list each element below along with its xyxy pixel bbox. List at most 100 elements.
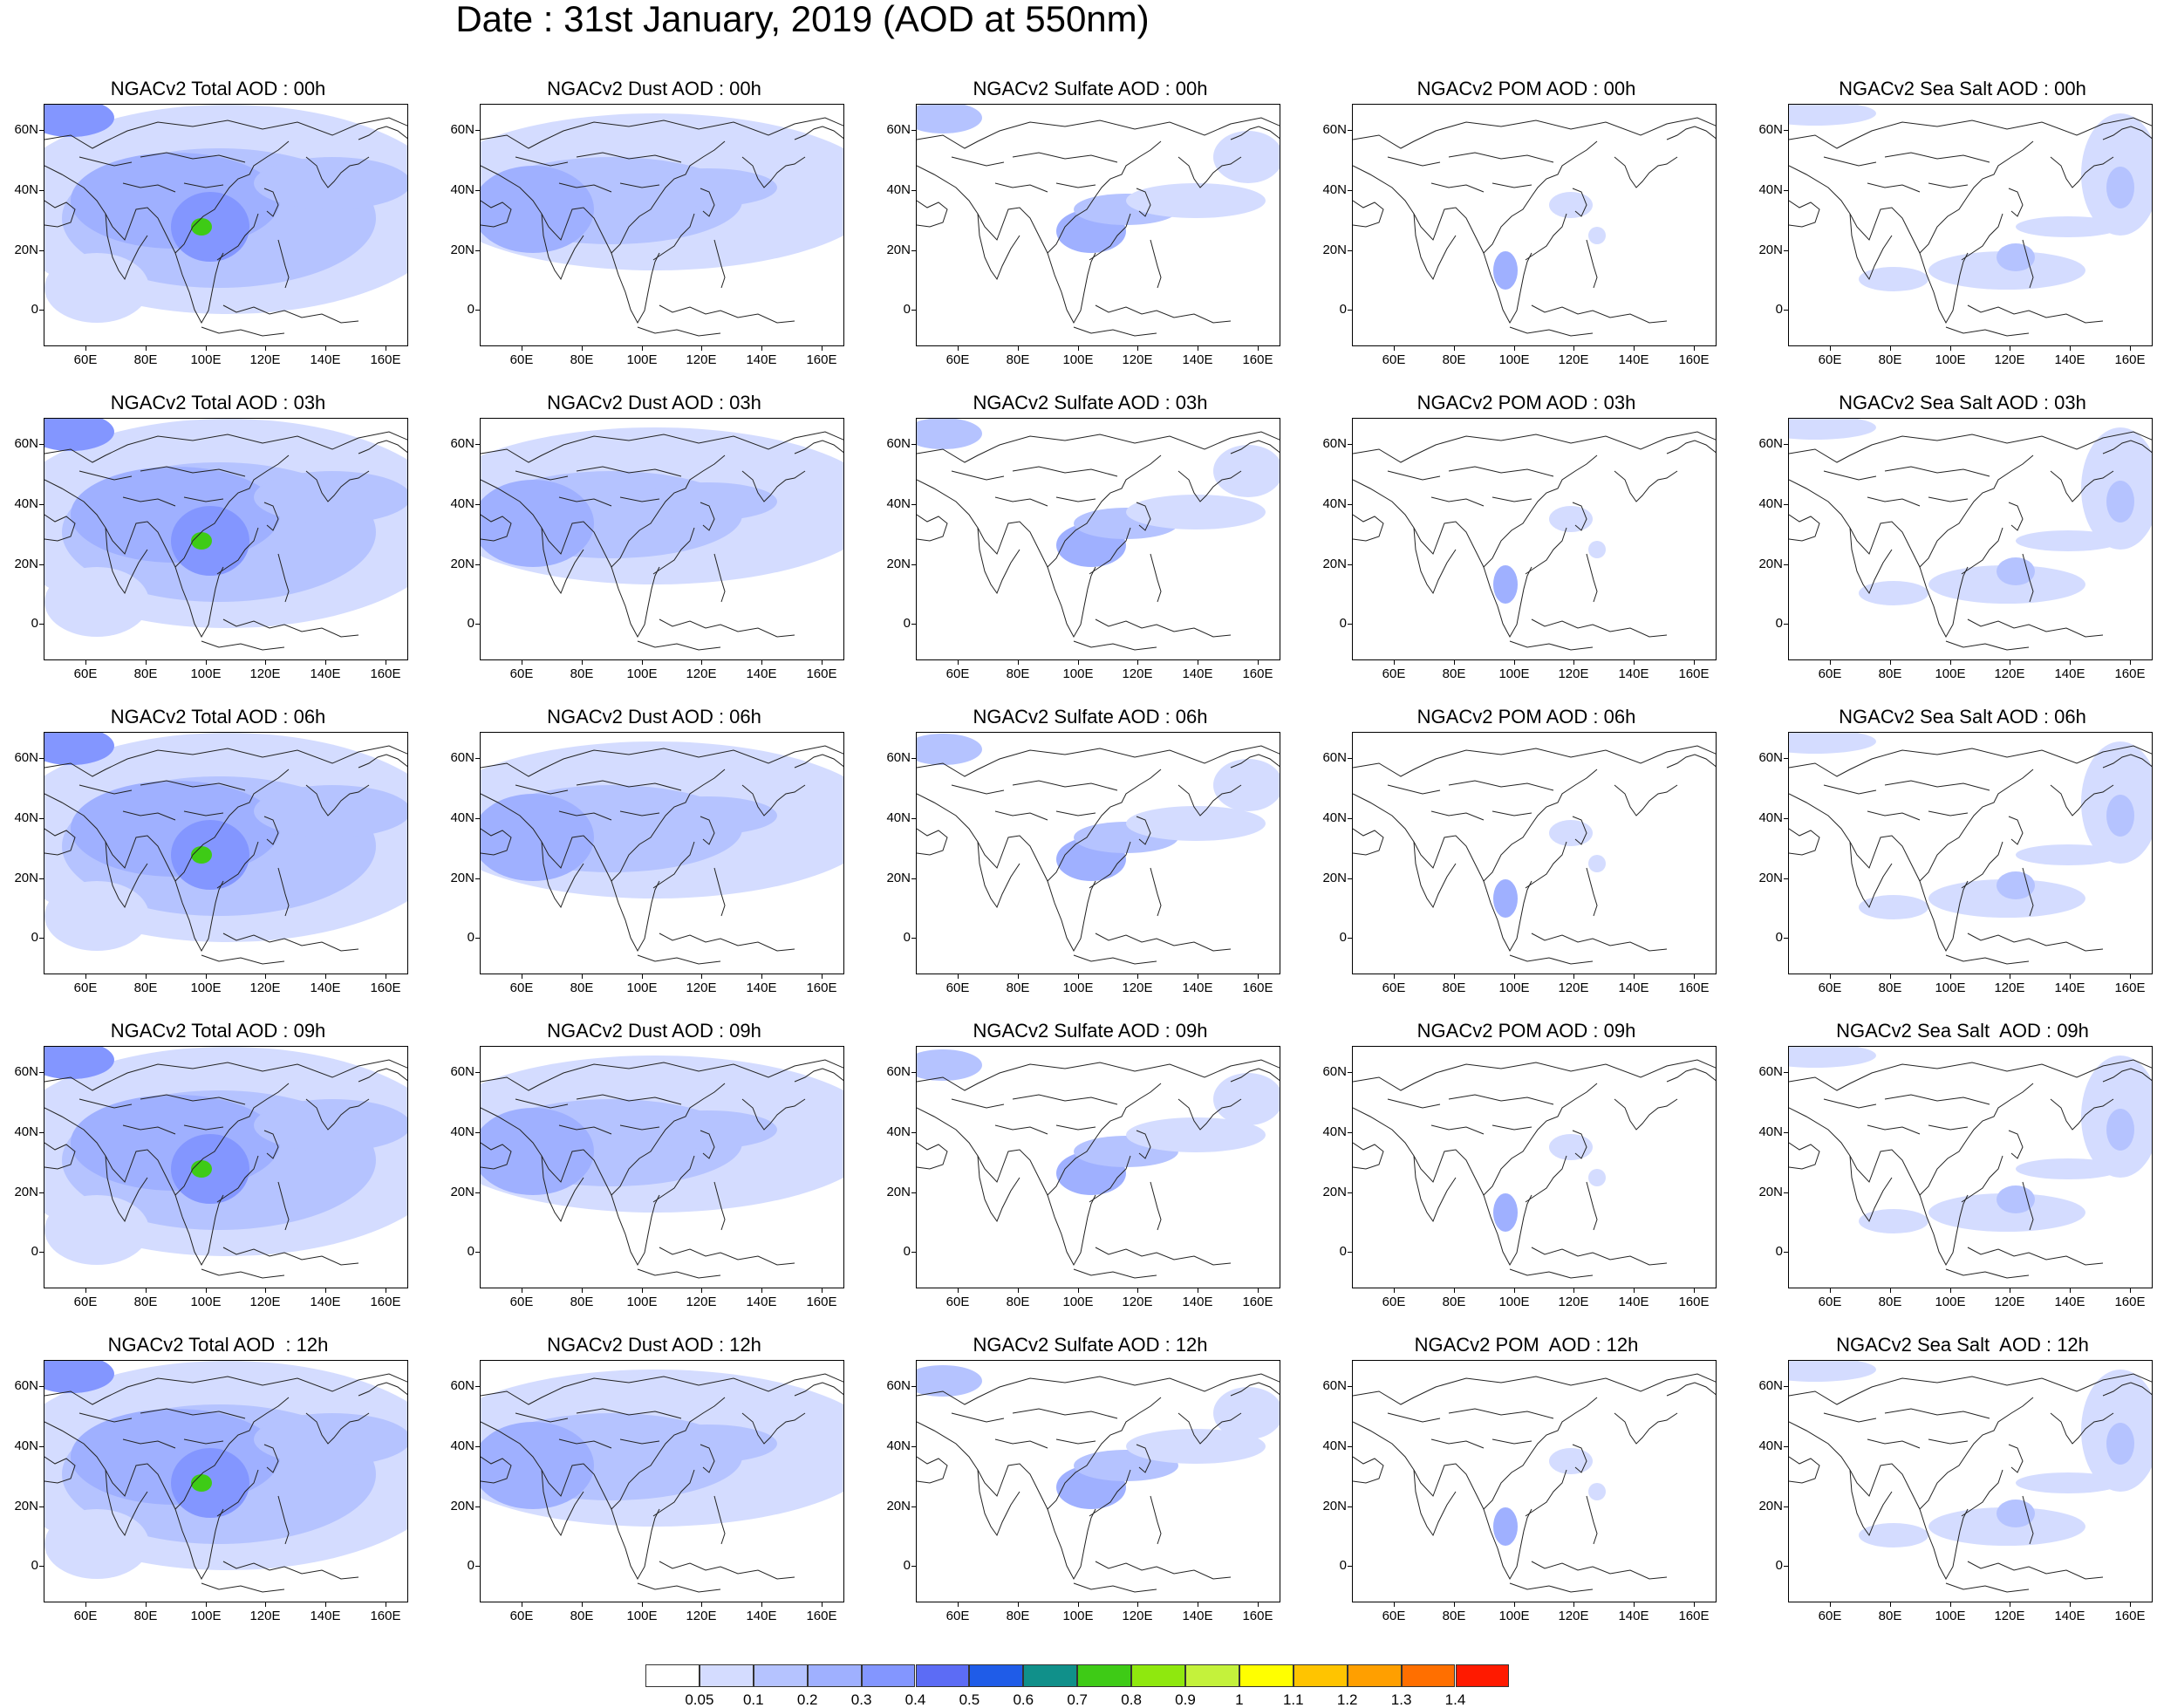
latitude-tick — [1348, 818, 1352, 819]
coastline — [1614, 784, 1678, 816]
latitude-label: 40N — [450, 1124, 474, 1139]
coastline — [619, 810, 660, 816]
longitude-tick — [1950, 1602, 1951, 1607]
colorbar-swatch — [915, 1664, 970, 1687]
coastline — [652, 1469, 695, 1517]
map-panel: NGACv2 POM AOD : 06h 60N 40N 20N 0 60E 80E 100E… — [1308, 707, 1744, 1003]
aod-shading — [1549, 506, 1593, 532]
coastline — [358, 1068, 407, 1083]
longitude-label: 100E — [1498, 980, 1530, 995]
longitude-label: 160E — [370, 980, 401, 995]
coastline — [1789, 431, 2152, 463]
aod-shading — [254, 1099, 407, 1151]
coastline — [977, 527, 1020, 595]
coastline — [222, 1247, 359, 1266]
coastline — [1967, 1247, 2104, 1266]
coastline — [1150, 1181, 1162, 1231]
longitude-label: 140E — [310, 666, 341, 681]
latitude-tick — [39, 1252, 44, 1253]
coastline — [277, 1181, 290, 1231]
longitude-label: 120E — [1122, 980, 1153, 995]
latitude-label: 0 — [31, 1244, 38, 1259]
latitude-label: 40N — [450, 496, 474, 511]
latitude-label: 20N — [450, 1499, 474, 1513]
latitude-label: 0 — [31, 1558, 38, 1573]
latitude-label: 0 — [31, 930, 38, 945]
aod-shading — [254, 471, 407, 523]
coastline — [1073, 640, 1157, 651]
aod-shading — [1126, 495, 1266, 529]
latitude-label: 20N — [14, 1499, 38, 1513]
aod-shading — [481, 794, 594, 881]
map-area — [1352, 104, 1717, 346]
longitude-label: 80E — [133, 1295, 158, 1309]
coastline — [611, 1194, 660, 1267]
coastline — [1509, 954, 1594, 965]
coastline — [1919, 252, 1969, 325]
aod-field — [1789, 105, 2152, 337]
aod-shading — [2106, 795, 2134, 837]
longitude-label: 120E — [1994, 1295, 2025, 1309]
latitude-label: 0 — [1339, 302, 1347, 317]
coastline — [1789, 1456, 1820, 1484]
coastline — [652, 527, 695, 575]
longitude-tick — [1950, 974, 1951, 979]
longitude-tick — [1258, 1288, 1259, 1293]
aod-shading — [1789, 1361, 1876, 1382]
latitude-label: 40N — [14, 182, 38, 197]
latitude-label: 40N — [1758, 1124, 1783, 1139]
latitude-tick — [475, 1192, 480, 1193]
map-area — [44, 1360, 408, 1602]
longitude-tick — [1890, 974, 1891, 979]
coastline — [1095, 304, 1232, 324]
latitude-label: 40N — [1322, 496, 1347, 511]
coastline — [2022, 1495, 2034, 1545]
coastline — [1430, 1124, 1485, 1135]
latitude-label: 0 — [467, 1244, 474, 1259]
aod-field — [917, 1049, 1280, 1279]
latitude-tick — [1348, 1566, 1352, 1567]
longitude-tick — [582, 1288, 583, 1293]
coastline — [1789, 1373, 2152, 1405]
coastline — [122, 496, 176, 507]
coastline — [305, 1412, 370, 1445]
longitude-label: 160E — [370, 1295, 401, 1309]
coastline — [105, 1469, 148, 1537]
latitude-label: 40N — [450, 1438, 474, 1453]
longitude-label: 100E — [190, 1609, 222, 1623]
coastline — [1353, 200, 1384, 228]
coastline — [183, 496, 224, 502]
latitude-label: 60N — [1758, 750, 1783, 765]
coastline — [1491, 810, 1532, 816]
coastline — [1967, 933, 2104, 952]
longitude-label: 120E — [1994, 1609, 2025, 1623]
latitude-tick — [475, 1252, 480, 1253]
colorbar-swatch — [1077, 1664, 1132, 1687]
aod-field — [917, 734, 1280, 965]
aod-shading — [1928, 879, 2085, 918]
longitude-label: 120E — [1558, 980, 1589, 995]
latitude-label: 60N — [450, 436, 474, 451]
coastline — [1150, 867, 1162, 917]
latitude-label: 60N — [886, 122, 911, 137]
coastline — [201, 1268, 285, 1279]
longitude-label: 160E — [2114, 1295, 2146, 1309]
latitude-label: 20N — [1322, 243, 1347, 257]
colorbar-swatch — [969, 1664, 1024, 1687]
aod-shading — [44, 105, 114, 137]
longitude-tick — [1018, 974, 1019, 979]
longitude-tick — [1514, 1602, 1515, 1607]
latitude-label: 0 — [903, 302, 911, 317]
longitude-tick — [2130, 660, 2131, 665]
coastline — [481, 117, 843, 149]
latitude-label: 0 — [467, 616, 474, 631]
latitude-label: 60N — [1322, 750, 1347, 765]
longitude-tick — [958, 1602, 959, 1607]
latitude-label: 40N — [886, 1124, 911, 1139]
longitude-tick — [958, 1288, 959, 1293]
map-panel: NGACv2 Dust AOD : 06h 60N 40N 20N 0 60E 80E 100… — [436, 707, 872, 1003]
coastline — [1849, 1469, 1893, 1537]
aod-shading — [1213, 445, 1280, 497]
aod-shading — [1126, 183, 1266, 218]
longitude-label: 80E — [1878, 352, 1902, 367]
